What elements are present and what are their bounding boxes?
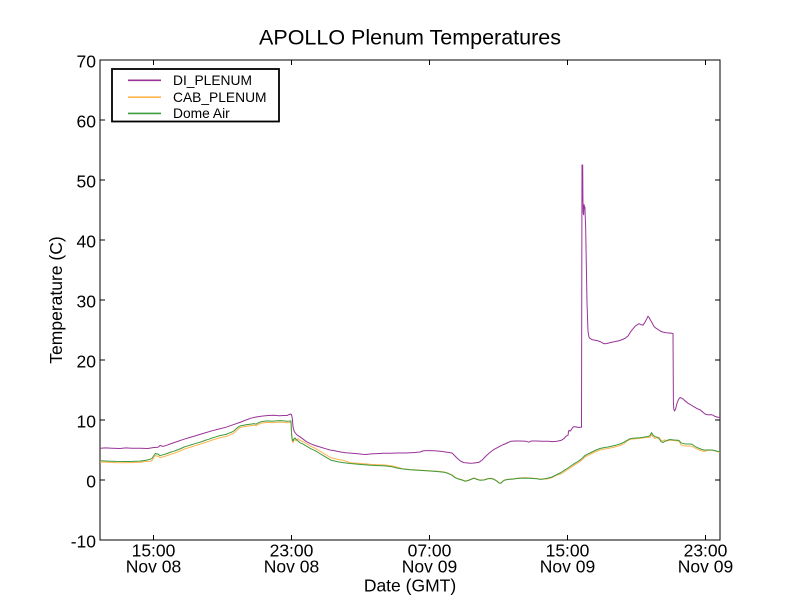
svg-text:15:00: 15:00 (546, 541, 590, 561)
svg-text:Nov 08: Nov 08 (264, 557, 319, 577)
svg-text:15:00: 15:00 (132, 541, 176, 561)
svg-text:30: 30 (77, 291, 97, 311)
svg-text:CAB_PLENUM: CAB_PLENUM (173, 90, 267, 105)
svg-text:APOLLO Plenum Temperatures: APOLLO Plenum Temperatures (259, 26, 561, 50)
svg-text:07:00: 07:00 (408, 541, 452, 561)
svg-text:23:00: 23:00 (684, 541, 728, 561)
svg-text:70: 70 (77, 51, 97, 71)
svg-text:20: 20 (77, 351, 97, 371)
svg-text:23:00: 23:00 (270, 541, 314, 561)
svg-text:Nov 09: Nov 09 (540, 557, 595, 577)
svg-text:0: 0 (86, 471, 96, 491)
svg-text:40: 40 (77, 231, 97, 251)
svg-text:50: 50 (77, 171, 97, 191)
svg-text:Nov 09: Nov 09 (402, 557, 457, 577)
svg-text:60: 60 (77, 111, 97, 131)
svg-text:Dome Air: Dome Air (173, 106, 230, 121)
svg-text:10: 10 (77, 411, 97, 431)
svg-text:Nov 09: Nov 09 (678, 557, 733, 577)
svg-text:Date (GMT): Date (GMT) (364, 576, 456, 596)
svg-text:Nov 08: Nov 08 (126, 557, 181, 577)
svg-text:-10: -10 (71, 531, 97, 551)
svg-text:DI_PLENUM: DI_PLENUM (173, 73, 252, 88)
svg-text:Temperature (C): Temperature (C) (46, 236, 66, 363)
